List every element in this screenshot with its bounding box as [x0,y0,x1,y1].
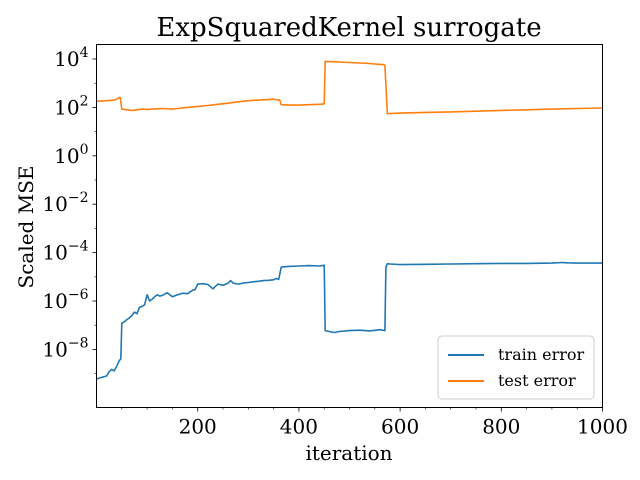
y-tick-power: 0 [80,142,89,158]
legend-box [437,335,595,400]
y-tick-base: 10 [54,95,79,119]
y-tick-base: 10 [54,144,79,168]
x-tick-label: 400 [280,415,318,439]
x-tick-label: 200 [179,415,217,439]
series-lines [96,60,603,380]
legend: train error test error [437,335,595,400]
y-tick-base: 10 [42,337,67,361]
y-tick-power: −2 [68,190,89,206]
x-tick-label: 600 [381,415,419,439]
series-line-train [96,261,603,380]
y-tick-base: 10 [54,47,79,71]
x-tick-label: 800 [482,415,520,439]
y-tick-base: 10 [42,241,67,265]
plot-frame [96,44,603,408]
series-line-test [96,60,603,115]
axis-ticks: 200 400 600 800 100010−810−610−410−210010210… [42,45,628,438]
chart-title: ExpSquaredKernel surrogate [156,13,541,43]
y-tick-power: 2 [80,93,89,109]
x-axis-label: iteration [305,441,392,465]
y-tick-power: 4 [80,45,89,61]
legend-label-test: test error [498,371,576,390]
y-tick-label: 102 [54,93,88,119]
y-tick-label: 10−4 [42,239,88,265]
y-tick-label: 10−2 [42,190,88,216]
y-tick-power: −8 [68,335,89,351]
y-tick-power: −4 [68,239,89,255]
y-tick-label: 10−6 [42,287,88,313]
y-tick-base: 10 [42,289,67,313]
y-axis-label: Scaled MSE [14,166,38,289]
y-tick-base: 10 [42,192,67,216]
y-tick-label: 104 [54,45,88,71]
y-tick-power: −6 [68,287,89,303]
legend-label-train: train error [498,345,585,364]
x-tick-label: 1000 [577,415,628,439]
y-tick-label: 10−8 [42,335,88,361]
y-tick-label: 100 [54,142,88,168]
